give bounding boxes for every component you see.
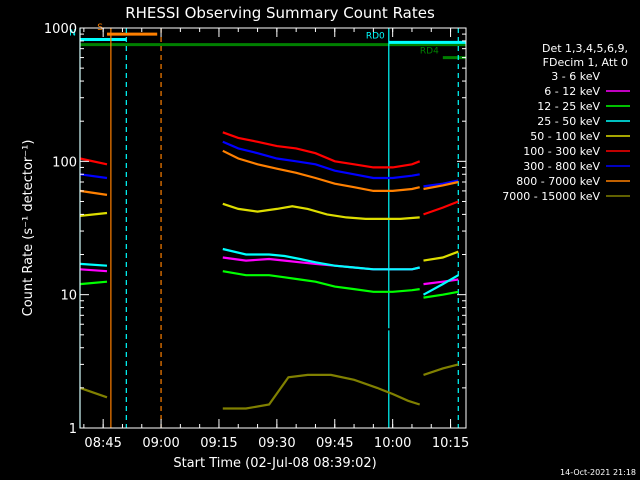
legend-entry-7000-15000-kev: 7000 - 15000 keV xyxy=(502,190,600,203)
series-line-7000-15000-kev xyxy=(79,386,108,399)
series-50-100-kev xyxy=(79,202,459,262)
chart-title: RHESSI Observing Summary Count Rates xyxy=(125,4,435,22)
x-tick-label-10-00: 10:00 xyxy=(374,436,411,451)
flag-label-rd0: RD0 xyxy=(366,31,385,41)
plot-frame xyxy=(79,27,467,429)
x-tick-label-09-30: 09:30 xyxy=(258,436,295,451)
series-7000-15000-kev xyxy=(79,363,459,410)
legend-entry-6-12-kev: 6 - 12 keV xyxy=(544,85,600,98)
series-line-12-25-kev xyxy=(79,280,108,286)
legend-entry-3-6-kev: 3 - 6 keV xyxy=(551,70,600,83)
y-tick-label-10: 10 xyxy=(60,289,77,304)
series-line-300-800-kev xyxy=(222,140,420,180)
series-line-12-25-kev xyxy=(423,290,459,299)
legend-entry-12-25-kev: 12 - 25 keV xyxy=(537,100,600,113)
legend-entry-50-100-kev: 50 - 100 keV xyxy=(530,130,600,143)
series-line-50-100-kev xyxy=(423,250,459,262)
series-100-300-kev xyxy=(79,131,459,216)
x-tick-label-09-00: 09:00 xyxy=(142,436,179,451)
x-axis-label: Start Time (02-Jul-08 08:39:02) xyxy=(173,456,376,471)
x-tick-label-10-15: 10:15 xyxy=(432,436,469,451)
legend-entry-300-800-kev: 300 - 800 keV xyxy=(523,160,600,173)
series-line-3-6-kev xyxy=(79,315,108,321)
series-line-800-7000-kev xyxy=(222,149,420,192)
series-line-3-6-kev xyxy=(222,290,420,331)
flag-label-rd4: RD4 xyxy=(420,47,439,57)
series-12-25-kev xyxy=(79,270,459,299)
legend: Det 1,3,4,5,6,9,FDecim 1, Att 03 - 6 keV… xyxy=(502,42,630,203)
series-line-300-800-kev xyxy=(79,173,108,180)
series-line-800-7000-kev xyxy=(423,180,459,191)
legend-header-1: FDecim 1, Att 0 xyxy=(543,56,628,69)
series-line-12-25-kev xyxy=(222,270,420,293)
series-300-800-kev xyxy=(79,140,459,188)
x-tick-label-08-45: 08:45 xyxy=(84,436,121,451)
series-line-25-50-kev xyxy=(79,262,108,267)
series-line-800-7000-kev xyxy=(79,189,108,196)
x-tick-label-09-45: 09:45 xyxy=(316,436,353,451)
legend-entry-100-300-kev: 100 - 300 keV xyxy=(523,145,600,158)
series-3-6-kev xyxy=(79,290,459,331)
y-tick-label-1000: 1000 xyxy=(44,22,77,37)
series-line-100-300-kev xyxy=(79,157,108,166)
y-axis-label: Count Rate (s⁻¹ detector⁻¹) xyxy=(21,140,36,317)
series-line-25-50-kev xyxy=(222,247,420,271)
series-line-300-800-kev xyxy=(423,179,459,188)
y-tick-label-100: 100 xyxy=(52,155,77,170)
y-axis: 1 10 100 1000 xyxy=(44,22,466,437)
series-line-50-100-kev xyxy=(79,211,108,217)
plot-series xyxy=(79,131,459,410)
x-axis: 08:45 09:00 09:15 09:30 09:45 10:00 10:15 xyxy=(83,28,469,451)
legend-entry-25-50-kev: 25 - 50 keV xyxy=(537,115,600,128)
series-line-50-100-kev xyxy=(222,202,420,220)
series-line-6-12-kev xyxy=(79,268,108,273)
legend-header-0: Det 1,3,4,5,6,9, xyxy=(542,42,628,55)
series-line-100-300-kev xyxy=(423,200,459,216)
series-800-7000-kev xyxy=(79,149,459,196)
footer-timestamp: 14-Oct-2021 21:18 xyxy=(560,468,636,477)
x-tick-label-09-15: 09:15 xyxy=(200,436,237,451)
series-6-12-kev xyxy=(79,256,459,286)
series-line-100-300-kev xyxy=(222,131,421,169)
vertical-markers xyxy=(79,28,459,428)
series-line-7000-15000-kev xyxy=(222,373,421,410)
series-line-6-12-kev xyxy=(423,278,459,286)
flag-label-n: N xyxy=(69,28,76,38)
legend-entry-800-7000-kev: 800 - 7000 keV xyxy=(516,175,600,188)
series-line-3-6-kev xyxy=(423,310,459,321)
series-25-50-kev xyxy=(79,247,459,296)
series-line-7000-15000-kev xyxy=(423,363,459,376)
series-line-25-50-kev xyxy=(422,274,459,296)
y-tick-label-1: 1 xyxy=(69,422,77,437)
